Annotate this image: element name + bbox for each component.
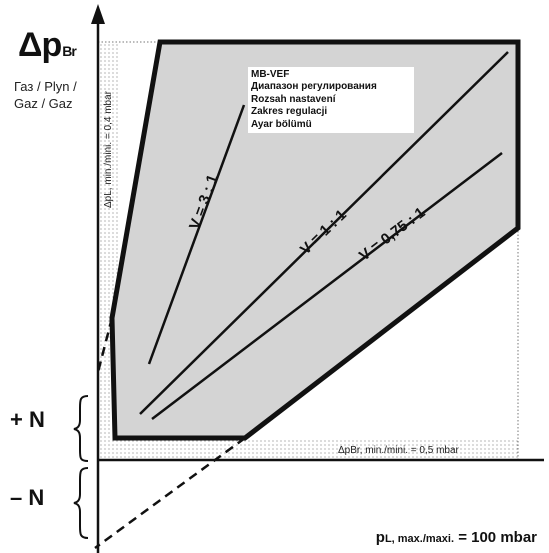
dashed-extension-line [96, 317, 114, 373]
bottom-dotted-band [98, 438, 518, 460]
delta-p-br-label: ΔpBr [18, 26, 77, 65]
pl-axis-value: = 100 mbar [454, 529, 537, 546]
left-dotted-label: ΔpL, min./mini. = 0,4 mbar [103, 90, 114, 208]
gas-label: Газ / Plyn / Gaz / Gaz [14, 79, 77, 111]
legend-line: Диапазон регулирования [251, 81, 377, 93]
legend-line: Rozsah nastavení [251, 93, 336, 105]
ratio-line-075-1 [151, 152, 503, 420]
pl-axis-main: p [375, 529, 385, 546]
y-axis-arrowhead [91, 4, 105, 24]
ratio-line-1-1 [139, 51, 509, 415]
minus-n-label: – N [10, 485, 45, 510]
legend-line: Zakres regulacji [251, 106, 328, 118]
legend-box: MB-VEF Диапазон регулирования Rozsah nas… [248, 67, 414, 134]
dashed-bottom-line [94, 436, 246, 550]
delta-p-main: Δp [18, 26, 62, 64]
legend-line: MB-VEF [251, 69, 290, 80]
legend-line: Ayar bölümü [251, 118, 312, 130]
delta-p-sub: Br [62, 43, 77, 59]
bottom-dotted-label: ΔpBr, min./mini. = 0,5 mbar [338, 445, 459, 456]
pl-axis-label: pL, max./maxi. = 100 mbar [376, 529, 537, 546]
plus-n-label: + N [10, 407, 45, 432]
pl-axis-sub: L, max./maxi. [384, 533, 455, 545]
plus-n-brace [73, 395, 89, 462]
minus-n-brace [73, 467, 89, 539]
ratio-line-3-1 [147, 104, 246, 365]
